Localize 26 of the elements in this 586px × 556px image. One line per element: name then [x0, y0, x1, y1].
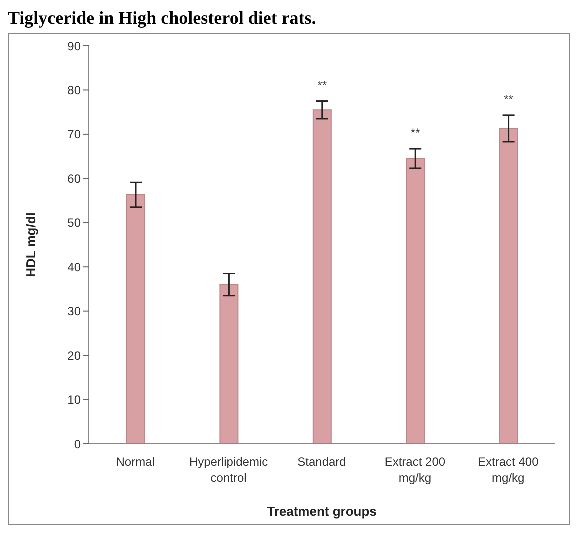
- bar: [499, 128, 518, 444]
- y-tick-label: 90: [68, 39, 82, 54]
- chart-title: Tiglyceride in High cholesterol diet rats.: [8, 8, 318, 29]
- x-tick-label: Extract 400 mg/kg: [478, 455, 540, 485]
- y-tick-label: 10: [68, 393, 82, 408]
- data-label: **: [318, 78, 328, 92]
- x-tick-label: Normal: [116, 455, 155, 469]
- x-tick-label: Extract 200 mg/kg: [384, 455, 446, 485]
- bar: [406, 158, 426, 444]
- y-tick-label: 50: [68, 216, 82, 230]
- y-tick-label: 30: [68, 304, 82, 319]
- bar: [126, 194, 146, 444]
- x-axis-title: Treatment groups: [267, 504, 377, 519]
- y-tick-label: 60: [68, 172, 82, 186]
- bar: [312, 110, 332, 444]
- y-tick-label: 0: [74, 437, 82, 452]
- data-label: **: [504, 92, 514, 106]
- y-tick-label: 20: [68, 348, 82, 363]
- x-tick-label: Standard: [298, 455, 346, 469]
- y-tick-label: 70: [68, 128, 82, 142]
- bar: [220, 284, 239, 444]
- data-label: **: [410, 126, 421, 140]
- y-tick-label: 80: [68, 83, 82, 98]
- y-tick-label: 40: [68, 260, 82, 274]
- x-tick-label: Hyperlipidemic control: [189, 455, 268, 485]
- y-axis-title: HDL mg/dl: [24, 212, 39, 278]
